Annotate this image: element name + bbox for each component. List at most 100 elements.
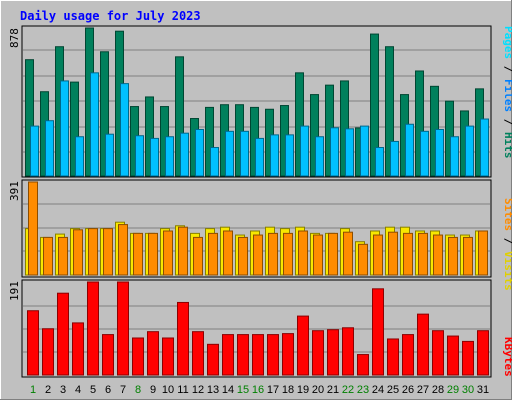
bar-sites-day-12	[193, 236, 203, 276]
bar-files-day-11	[180, 132, 189, 177]
bar-files-day-19	[300, 125, 309, 177]
bar-files-day-12	[195, 128, 204, 177]
bar-files-day-15	[240, 130, 249, 177]
bar-sites-day-22	[343, 231, 353, 276]
bar-files-day-21	[330, 127, 339, 177]
bar-kbytes-day-25	[387, 338, 399, 376]
x-tick-label-day-19: 19	[297, 384, 309, 396]
bar-files-day-30	[465, 125, 474, 177]
bar-kbytes-day-5	[87, 281, 99, 376]
bar-sites-day-30	[463, 236, 473, 276]
x-tick-label-day-23: 23	[357, 384, 369, 396]
legend-kbytes-group: KBytes	[502, 337, 512, 377]
x-tick-label-day-26: 26	[402, 384, 414, 396]
x-tick-label-day-2: 2	[45, 384, 51, 396]
legend-visits: Visits	[502, 251, 512, 291]
svg-text:Pages / Files / Hits: Pages / Files / Hits	[502, 26, 512, 159]
legend-sites-visits: Sites / Visits	[502, 198, 512, 291]
bar-kbytes-day-26	[402, 334, 414, 376]
legend-pages: Pages	[502, 26, 512, 59]
bar-kbytes-day-15	[237, 334, 249, 376]
bar-kbytes-day-11	[177, 301, 189, 376]
x-tick-label-day-9: 9	[150, 384, 156, 396]
bar-sites-day-9	[148, 232, 158, 276]
bar-kbytes-day-10	[162, 337, 174, 376]
x-tick-label-day-7: 7	[120, 384, 126, 396]
bar-files-day-25	[390, 140, 399, 177]
bar-kbytes-day-27	[417, 313, 429, 376]
bar-kbytes-day-1	[27, 310, 39, 376]
bar-sites-day-10	[163, 230, 173, 276]
bar-sites-day-28	[433, 234, 443, 276]
x-tick-label-day-6: 6	[105, 384, 111, 396]
bar-sites-day-23	[358, 243, 368, 276]
bar-files-day-16	[255, 137, 264, 177]
chart-title: Daily usage for July 2023	[20, 9, 201, 23]
x-tick-label-day-13: 13	[207, 384, 219, 396]
bar-files-day-7	[120, 83, 129, 177]
max-label-visits: 391	[8, 181, 21, 201]
bar-files-day-31	[480, 118, 489, 177]
bar-kbytes-day-31	[477, 330, 489, 376]
bar-sites-day-24	[373, 234, 383, 276]
bar-files-day-18	[285, 134, 294, 177]
bar-files-day-24	[375, 147, 384, 177]
bar-sites-day-6	[103, 228, 113, 276]
bar-files-day-13	[210, 147, 219, 177]
x-tick-label-day-8: 8	[135, 384, 141, 396]
bar-kbytes-day-18	[282, 333, 294, 376]
x-tick-label-day-5: 5	[90, 384, 96, 396]
bar-hits-day-20	[310, 94, 319, 177]
max-label-kbytes: 191	[8, 281, 21, 301]
legend-separator: /	[502, 231, 512, 251]
bar-kbytes-day-17	[267, 334, 279, 376]
bar-sites-day-8	[133, 232, 143, 276]
bar-kbytes-day-28	[432, 330, 444, 376]
bar-kbytes-day-14	[222, 334, 234, 376]
bar-files-day-2	[45, 120, 54, 177]
bar-kbytes-day-20	[312, 330, 324, 376]
bar-sites-day-18	[283, 232, 293, 276]
bar-files-day-26	[405, 123, 414, 177]
bar-kbytes-day-30	[462, 340, 474, 376]
bar-kbytes-day-21	[327, 329, 339, 376]
bar-files-day-3	[60, 80, 69, 177]
bar-files-day-17	[270, 134, 279, 177]
x-tick-label-day-3: 3	[60, 384, 66, 396]
x-tick-label-day-10: 10	[162, 384, 174, 396]
x-tick-label-day-29: 29	[447, 384, 459, 396]
bar-sites-day-31	[478, 230, 488, 276]
x-tick-label-day-30: 30	[462, 384, 474, 396]
bar-sites-day-7	[118, 224, 128, 276]
legend-hits: Hits	[502, 132, 512, 159]
bar-files-day-28	[435, 128, 444, 177]
bar-sites-day-16	[253, 234, 263, 276]
bar-sites-day-21	[328, 232, 338, 276]
bar-hits-day-1	[25, 59, 34, 177]
bars	[25, 27, 489, 376]
x-tick-label-day-14: 14	[222, 384, 234, 396]
x-axis-labels: 1 2 3 4 5 6 7 8 9 10 11 12 13 14 15 16 17 18 19 20 21 22 23 24 2…	[30, 384, 489, 396]
bar-hits-day-6	[100, 51, 109, 177]
legend-separator: /	[502, 112, 512, 132]
bar-files-day-5	[90, 72, 99, 177]
bar-hits-day-9	[145, 96, 154, 177]
bar-kbytes-day-12	[192, 331, 204, 376]
bar-sites-day-27	[418, 232, 428, 276]
x-tick-label-day-27: 27	[417, 384, 429, 396]
bar-sites-day-3	[58, 236, 68, 276]
bar-files-day-20	[315, 136, 324, 177]
bar-sites-day-29	[448, 236, 458, 276]
bar-sites-day-5	[88, 228, 98, 276]
max-label-hits: 878	[8, 28, 21, 48]
bar-files-day-14	[225, 130, 234, 177]
bar-sites-day-19	[298, 230, 308, 276]
bar-sites-day-26	[403, 232, 413, 276]
bar-kbytes-day-4	[72, 322, 84, 376]
x-tick-label-day-15: 15	[237, 384, 249, 396]
bar-sites-day-1	[28, 181, 38, 276]
bar-sites-day-14	[223, 230, 233, 276]
bar-files-day-9	[150, 137, 159, 177]
x-tick-label-day-11: 11	[177, 384, 188, 396]
bar-files-day-4	[75, 136, 84, 177]
